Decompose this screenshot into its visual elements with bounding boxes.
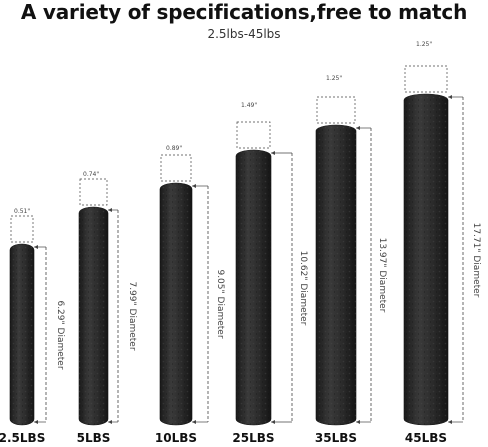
arrow-icon — [34, 245, 38, 249]
plate-1 — [9, 215, 47, 426]
thickness-label: 0.51" — [14, 208, 31, 215]
thickness-marker — [10, 215, 34, 243]
diameter-label: 6.29" Diameter — [55, 299, 65, 370]
plate-6 — [403, 65, 464, 426]
weight-range-subtitle: 2.5lbs-45lbs — [207, 27, 281, 41]
thickness-label: 1.25" — [416, 41, 433, 48]
plate-texture — [79, 207, 108, 425]
plate-texture — [404, 94, 448, 425]
plate-2 — [78, 178, 119, 426]
plate-weight-label: 25LBS — [232, 431, 275, 445]
thickness-label: 0.74" — [83, 171, 100, 178]
arrow-icon — [448, 420, 452, 424]
arrow-icon — [108, 208, 112, 212]
diameter-label: 13.97" Diameter — [377, 237, 387, 313]
diameter-label: 10.62" Diameter — [298, 250, 308, 325]
page-title: A variety of specifications,free to matc… — [20, 0, 468, 24]
plate-4 — [235, 121, 293, 426]
thickness-marker — [316, 96, 356, 124]
plate-weight-label: 5LBS — [76, 431, 111, 445]
arrow-icon — [34, 420, 38, 424]
arrow-icon — [271, 151, 275, 155]
plate-weight-label: 10LBS — [154, 431, 198, 445]
thickness-marker — [79, 178, 108, 206]
plate-3 — [159, 154, 209, 426]
thickness-marker — [236, 121, 271, 149]
plate-texture — [10, 244, 34, 425]
thickness-label: 1.25" — [326, 75, 343, 82]
arrow-icon — [271, 420, 275, 424]
arrow-icon — [356, 420, 360, 424]
thickness-marker — [160, 154, 192, 182]
arrow-icon — [192, 184, 196, 188]
plate-texture — [236, 150, 271, 425]
arrow-icon — [192, 420, 196, 424]
thickness-label: 1.49" — [241, 102, 258, 109]
diameter-label: 9.05" Diameter — [215, 269, 225, 339]
arrow-icon — [356, 126, 360, 130]
arrow-icon — [448, 95, 452, 99]
plate-5 — [315, 96, 372, 426]
arrow-icon — [108, 420, 112, 424]
plate-weight-label: 45LBS — [404, 431, 448, 445]
plate-weight-label: 35LBS — [314, 431, 358, 445]
plate-texture — [316, 125, 356, 425]
thickness-label: 0.89" — [166, 145, 183, 152]
thickness-marker — [404, 65, 448, 93]
diameter-label: 7.99" Diameter — [127, 281, 137, 351]
diameter-label: 17.71" Diameter — [471, 222, 481, 297]
plate-weight-label: 2.5LBS — [0, 431, 46, 445]
plate-texture — [160, 183, 192, 425]
